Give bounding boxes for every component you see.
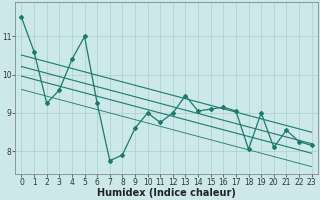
- X-axis label: Humidex (Indice chaleur): Humidex (Indice chaleur): [97, 188, 236, 198]
